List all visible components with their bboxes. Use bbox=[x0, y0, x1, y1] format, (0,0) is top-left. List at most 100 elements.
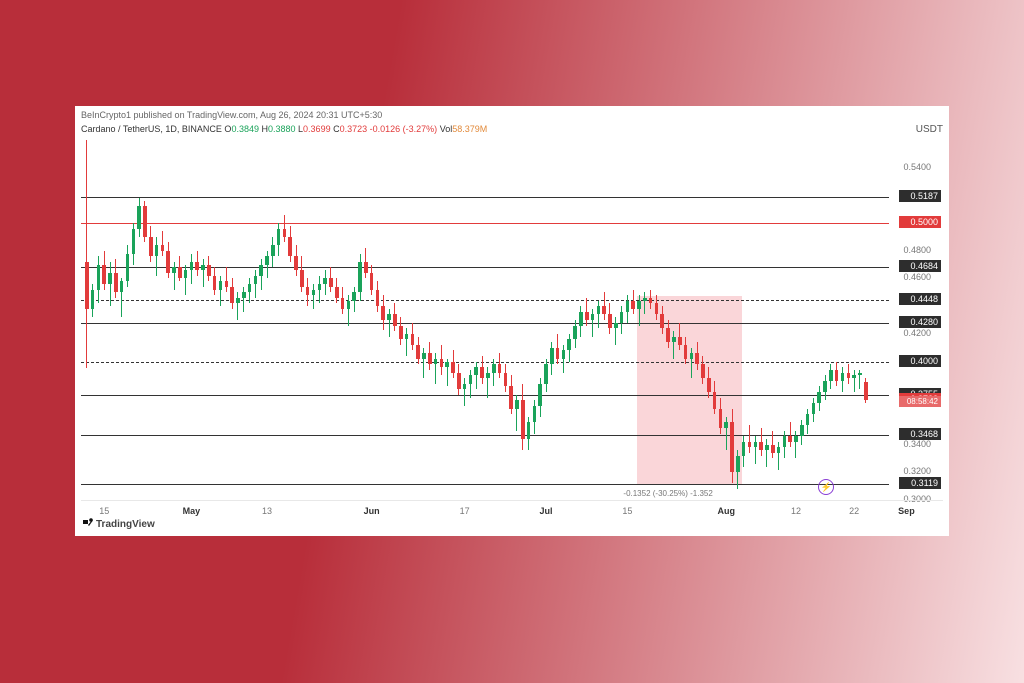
candle-body bbox=[329, 278, 333, 286]
candle-body bbox=[690, 353, 694, 359]
candle-body bbox=[608, 314, 612, 328]
candle-body bbox=[515, 400, 519, 408]
candle-body bbox=[678, 337, 682, 345]
candle-body bbox=[672, 337, 676, 343]
candle-body bbox=[277, 229, 281, 246]
candle-body bbox=[323, 278, 327, 284]
candle-wick bbox=[255, 270, 256, 298]
candle-body bbox=[230, 287, 234, 304]
candle-wick bbox=[790, 422, 791, 447]
candle-wick bbox=[493, 359, 494, 387]
candle-body bbox=[684, 345, 688, 359]
candle-body bbox=[469, 375, 473, 383]
candle-body bbox=[521, 400, 525, 439]
candle-body bbox=[695, 353, 699, 364]
close-value: 0.3723 bbox=[340, 124, 368, 134]
candle-body bbox=[754, 442, 758, 448]
candle-body bbox=[422, 353, 426, 359]
candle-body bbox=[707, 378, 711, 392]
candle-body bbox=[405, 334, 409, 340]
candle-body bbox=[347, 301, 351, 309]
candle-wick bbox=[226, 267, 227, 292]
candle-body bbox=[480, 367, 484, 378]
candle-body bbox=[172, 267, 176, 273]
candle-body bbox=[254, 276, 258, 284]
change-value: -0.0126 (-3.27%) bbox=[370, 124, 438, 134]
candle-body bbox=[190, 262, 194, 270]
candle-body bbox=[242, 292, 246, 298]
candle-body bbox=[527, 422, 531, 439]
candle-wick bbox=[389, 309, 390, 337]
candle-wick bbox=[615, 317, 616, 345]
candle-body bbox=[602, 306, 606, 314]
candle-body bbox=[416, 345, 420, 359]
candle-body bbox=[143, 206, 147, 236]
low-value: 0.3699 bbox=[303, 124, 331, 134]
publish-line: BeInCrypto1 published on TradingView.com… bbox=[81, 110, 382, 120]
drawdown-shade bbox=[637, 296, 742, 483]
candle-body bbox=[137, 206, 141, 228]
candle-body bbox=[486, 373, 490, 379]
candle-body bbox=[841, 373, 845, 381]
candle-body bbox=[219, 281, 223, 289]
y-tick: 0.4800 bbox=[893, 245, 931, 255]
candle-body bbox=[492, 364, 496, 372]
candle-body bbox=[562, 350, 566, 358]
candle-body bbox=[393, 314, 397, 325]
candle-body bbox=[643, 298, 647, 301]
candle-body bbox=[533, 406, 537, 423]
x-axis-label: Jul bbox=[540, 506, 553, 516]
x-axis-label: 22 bbox=[849, 506, 859, 516]
candle-body bbox=[556, 348, 560, 359]
candle-body bbox=[411, 334, 415, 345]
price-line bbox=[81, 435, 889, 436]
x-axis-label: 17 bbox=[460, 506, 470, 516]
candle-body bbox=[777, 447, 781, 453]
candlestick-chart[interactable]: 0.54000.48000.46000.42000.34000.32000.30… bbox=[81, 140, 889, 500]
y-tick: 0.4200 bbox=[893, 328, 931, 338]
candle-body bbox=[771, 445, 775, 453]
candle-wick bbox=[203, 259, 204, 287]
candle-body bbox=[858, 373, 862, 376]
x-axis-label: 15 bbox=[99, 506, 109, 516]
candle-body bbox=[463, 384, 467, 390]
candle-body bbox=[835, 370, 839, 381]
candle-wick bbox=[778, 442, 779, 470]
candle-body bbox=[567, 339, 571, 350]
price-tag: 0.5187 bbox=[899, 190, 941, 202]
candle-body bbox=[847, 373, 851, 379]
candle-body bbox=[504, 373, 508, 387]
x-axis-label: 15 bbox=[622, 506, 632, 516]
candle-body bbox=[597, 306, 601, 314]
candle-body bbox=[440, 359, 444, 367]
candle-body bbox=[829, 370, 833, 381]
candle-wick bbox=[563, 345, 564, 373]
candle-body bbox=[114, 273, 118, 292]
price-tag: 0.4280 bbox=[899, 316, 941, 328]
candle-body bbox=[864, 382, 868, 399]
candle-body bbox=[288, 237, 292, 256]
candle-wick bbox=[110, 262, 111, 306]
candle-wick bbox=[766, 439, 767, 467]
price-tag: 0.3468 bbox=[899, 428, 941, 440]
flash-icon: ⚡ bbox=[818, 479, 834, 495]
candle-body bbox=[585, 312, 589, 320]
candle-wick bbox=[162, 231, 163, 256]
candle-body bbox=[213, 276, 217, 290]
candle-wick bbox=[406, 328, 407, 356]
candle-wick bbox=[319, 276, 320, 304]
candle-body bbox=[445, 362, 449, 368]
price-tag: 0.4448 bbox=[899, 293, 941, 305]
candle-wick bbox=[313, 284, 314, 309]
candle-body bbox=[626, 301, 630, 312]
candle-wick bbox=[598, 301, 599, 329]
tradingview-icon bbox=[83, 517, 93, 527]
candle-body bbox=[126, 254, 130, 282]
y-tick: 0.4600 bbox=[893, 272, 931, 282]
candle-body bbox=[132, 229, 136, 254]
price-line bbox=[81, 223, 889, 224]
candle-body bbox=[783, 436, 787, 447]
candle-body bbox=[248, 284, 252, 292]
candle-body bbox=[724, 422, 728, 428]
candle-body bbox=[614, 323, 618, 329]
